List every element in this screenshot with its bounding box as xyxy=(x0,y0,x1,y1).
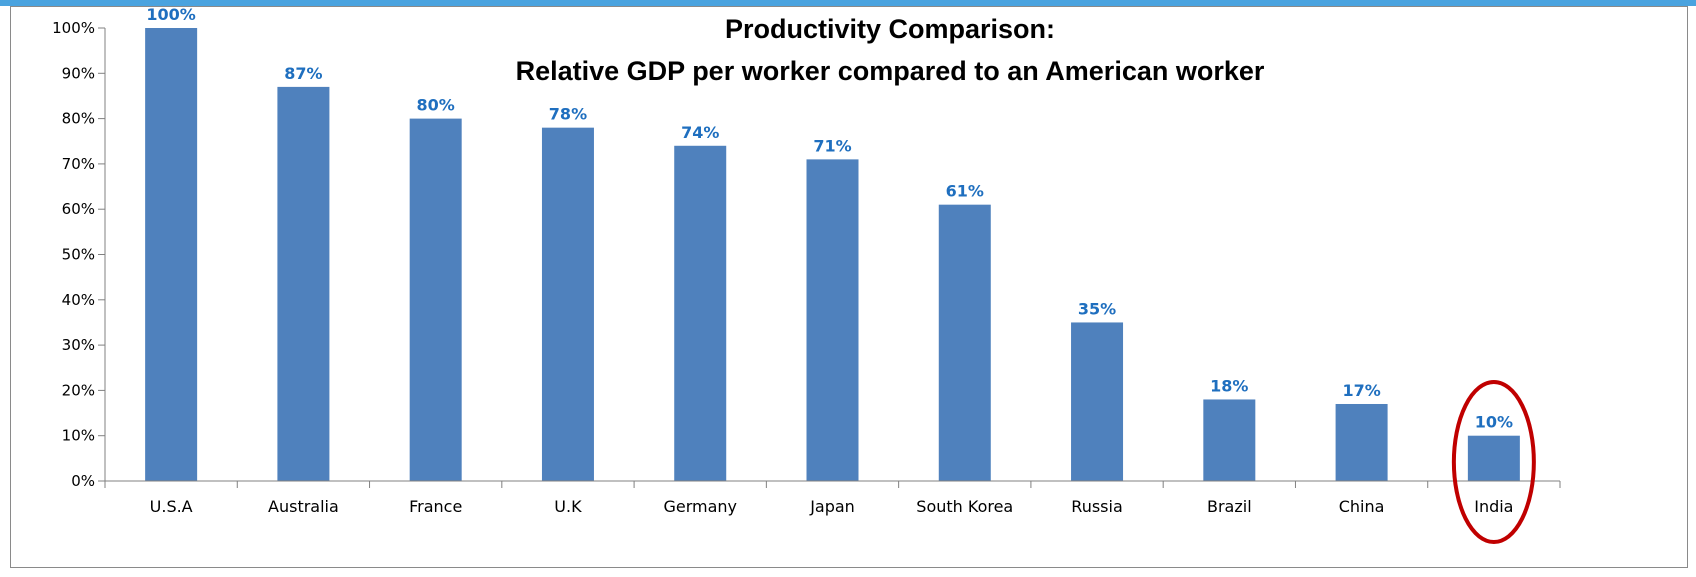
data-label: 78% xyxy=(549,105,587,124)
y-tick-label: 20% xyxy=(62,381,95,399)
x-tick-label: Germany xyxy=(663,497,737,516)
x-tick-label: China xyxy=(1339,497,1385,516)
data-label: 71% xyxy=(813,136,851,155)
y-axis: 0% 10% 20% 30% 40% 50% 60% 70% 80% 90% 100% xyxy=(52,19,106,490)
x-axis: U.S.A Australia France U.K Germany Japan South… xyxy=(104,480,1561,516)
data-label: 100% xyxy=(146,5,195,24)
bar-china xyxy=(1335,403,1388,481)
bar-russia xyxy=(1071,322,1124,481)
data-labels-group: 100% 87% 80% 78% 74% 71% 61% 35% 18% 17% 10% xyxy=(146,5,1513,432)
data-label: 18% xyxy=(1210,376,1248,395)
y-tick-label: 0% xyxy=(71,472,95,490)
data-label: 80% xyxy=(417,96,455,115)
x-tick-label: U.S.A xyxy=(150,497,193,516)
data-label: 35% xyxy=(1078,299,1116,318)
y-tick-label: 70% xyxy=(62,155,95,173)
y-tick-label: 50% xyxy=(62,246,95,264)
y-tick-label: 80% xyxy=(62,110,95,128)
bar-south-korea xyxy=(938,204,991,482)
x-tick-label: India xyxy=(1474,497,1513,516)
x-tick-label: France xyxy=(409,497,462,516)
x-tick-label: U.K xyxy=(554,497,582,516)
highlight-group xyxy=(1451,380,1536,544)
y-tick-label: 10% xyxy=(62,427,95,445)
bar-germany xyxy=(674,145,727,481)
bar-australia xyxy=(277,86,330,481)
y-tick-label: 60% xyxy=(62,200,95,218)
bar-india xyxy=(1467,435,1520,481)
chart-title: Productivity Comparison: Relative GDP pe… xyxy=(516,14,1265,86)
x-tick-label: Australia xyxy=(268,497,339,516)
y-tick-label: 30% xyxy=(62,336,95,354)
chart-title-line-1: Productivity Comparison: xyxy=(725,14,1055,44)
data-label: 17% xyxy=(1342,381,1380,400)
data-label: 74% xyxy=(681,123,719,142)
data-label: 87% xyxy=(284,64,322,83)
x-tick-label: South Korea xyxy=(916,497,1013,516)
bar-japan xyxy=(806,159,859,481)
y-tick-label: 90% xyxy=(62,64,95,82)
x-tick-label: Brazil xyxy=(1207,497,1252,516)
bars-group xyxy=(145,28,1520,482)
bar-u-k xyxy=(541,127,594,481)
x-tick-label: Japan xyxy=(809,497,855,516)
data-label: 10% xyxy=(1475,413,1513,432)
x-tick-label: Russia xyxy=(1071,497,1122,516)
y-tick-label: 100% xyxy=(52,19,95,37)
bar-france xyxy=(409,118,462,481)
bar-u-s-a xyxy=(145,28,198,481)
y-tick-label: 40% xyxy=(62,291,95,309)
data-label: 61% xyxy=(946,182,984,201)
top-accent-bar xyxy=(0,0,1696,6)
chart-title-line-2: Relative GDP per worker compared to an A… xyxy=(516,56,1265,86)
highlight-ring xyxy=(1451,380,1536,544)
bar-brazil xyxy=(1203,399,1256,481)
